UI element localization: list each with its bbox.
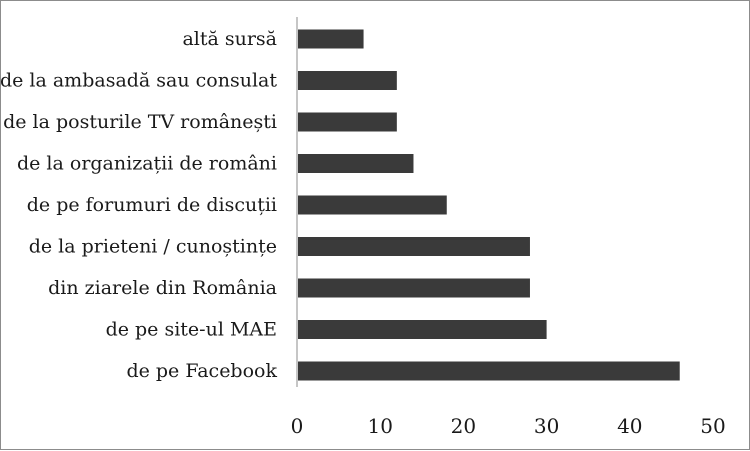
category-label: de pe forumuri de discuții (27, 194, 277, 216)
category-label: de la ambasadă sau consulat (1, 70, 277, 92)
category-label: de la posturile TV românești (3, 111, 277, 133)
bar (298, 237, 530, 256)
bar (298, 195, 447, 215)
bar (298, 361, 680, 381)
category-label: din ziarele din România (48, 277, 277, 299)
x-tick-labels: 0 10 20 30 40 50 (291, 414, 726, 438)
category-label: altă sursă (182, 28, 277, 50)
bar (298, 112, 397, 132)
x-tick-label: 40 (617, 414, 642, 438)
bar (298, 278, 530, 298)
category-labels: altă sursă de la ambasadă sau consulat de … (1, 28, 277, 382)
bar (298, 154, 414, 173)
category-label: de pe site-ul MAE (106, 319, 277, 341)
x-tick-label: 20 (451, 414, 476, 438)
bar (298, 71, 397, 90)
category-label: de la organizații de români (17, 153, 277, 175)
x-tick-label: 0 (291, 414, 304, 438)
x-tick-label: 30 (534, 414, 559, 438)
x-tick-label: 50 (700, 414, 725, 438)
bars-group (298, 29, 680, 381)
category-label: de pe Facebook (126, 360, 277, 382)
bar (298, 29, 364, 49)
x-tick-label: 10 (367, 414, 392, 438)
bar (298, 320, 547, 339)
category-label: de la prieteni / cunoștințe (29, 236, 277, 258)
